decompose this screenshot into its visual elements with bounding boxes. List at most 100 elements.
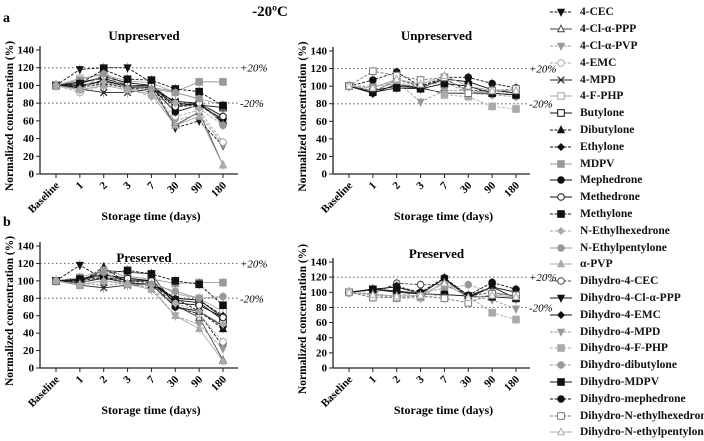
series-line <box>348 83 517 96</box>
data-point-shape <box>219 112 227 121</box>
legend-item: α-PVP <box>548 256 704 273</box>
data-point-shape <box>440 294 449 303</box>
legend-marker-shape <box>557 109 565 117</box>
legend-label: Dihydro-MDPV <box>580 375 660 388</box>
x-tick-label: 180 <box>209 373 230 394</box>
data-point <box>511 85 521 94</box>
y-tick-label: 120 <box>18 62 35 74</box>
y-tick-label: 40 <box>316 133 328 145</box>
triangle-up-open-marker-icon <box>550 427 572 436</box>
legend-item: Methylone <box>548 206 704 223</box>
data-point-shape <box>511 291 521 301</box>
data-point-shape <box>219 78 227 86</box>
data-point <box>99 275 108 285</box>
y-tick-label: 0 <box>29 363 35 375</box>
legend-label: Dihydro-4-MPD <box>580 325 661 338</box>
y-axis-label: Normalized concentration (%) <box>297 244 309 394</box>
data-point <box>218 320 228 329</box>
legend-item: 4-F-PHP <box>548 88 704 105</box>
x-tick-label: 7 <box>438 179 451 192</box>
data-point-shape <box>123 279 132 288</box>
data-point-shape <box>195 78 203 86</box>
x-tick-label: Baseline <box>26 374 62 410</box>
legend-marker-shape <box>556 259 566 268</box>
y-tick-label: 60 <box>23 310 35 322</box>
circle-filled-marker-icon <box>550 243 572 252</box>
series-line <box>348 278 517 299</box>
reference-label: -20% <box>240 98 264 110</box>
data-point <box>464 280 473 289</box>
series-line <box>348 75 516 91</box>
y-tick-label: 140 <box>311 46 328 58</box>
reference-label: -20% <box>529 99 553 111</box>
data-point <box>195 111 204 120</box>
legend-marker-shape <box>557 176 565 185</box>
x-tick-label: 1 <box>74 180 86 192</box>
data-point-shape <box>369 76 377 84</box>
reference-label: +20% <box>240 63 268 75</box>
legend-label: Ethylone <box>580 140 625 153</box>
data-point-shape <box>99 70 108 78</box>
data-point-shape <box>512 315 520 324</box>
y-axis-label: Normalized concentration (%) <box>4 236 16 386</box>
series-line <box>348 277 517 296</box>
circle-filled-marker-icon <box>550 394 572 403</box>
legend-label: 4-F-PHP <box>580 90 624 103</box>
series-α-PVP <box>51 80 228 171</box>
data-point <box>368 82 377 92</box>
data-point <box>147 270 156 278</box>
data-point <box>195 78 203 86</box>
data-point <box>218 356 228 365</box>
y-tick-label: 100 <box>18 275 35 287</box>
y-tick-label: 120 <box>311 63 328 75</box>
data-point <box>488 290 497 299</box>
x-tick-label: 2 <box>390 179 403 192</box>
legend-label: 4-Cl-α-PPP <box>580 23 637 36</box>
legend-marker-shape <box>556 142 566 151</box>
legend-item: Dihydro-4-CEC <box>548 273 704 290</box>
data-point-shape <box>195 307 204 316</box>
y-tick-label: 80 <box>23 293 35 305</box>
data-point-shape <box>75 84 84 94</box>
data-point-shape <box>218 320 228 329</box>
legend-marker-shape <box>557 210 565 218</box>
data-point <box>147 89 156 98</box>
legend-item: Mephedrone <box>548 172 704 189</box>
data-point-shape <box>147 284 156 293</box>
triangle-down-filled-marker-icon <box>550 9 572 18</box>
triangle-up-filled-marker-icon <box>550 259 572 268</box>
x-tick-label: Baseline <box>319 374 355 410</box>
legend-marker-shape <box>557 411 565 420</box>
triangle-down-filled-marker-icon <box>550 294 572 303</box>
y-tick-label: 60 <box>23 115 35 127</box>
legend-label: Methedrone <box>580 191 640 204</box>
data-point-shape <box>147 89 156 98</box>
legend-marker <box>557 344 565 353</box>
y-tick-label: 40 <box>23 328 35 340</box>
data-point <box>488 102 496 111</box>
data-point-shape <box>219 121 227 130</box>
data-point <box>171 310 180 320</box>
legend-marker <box>556 9 566 18</box>
square-filled-marker-icon <box>550 210 572 218</box>
data-point <box>123 266 132 275</box>
data-point <box>171 120 180 129</box>
legend-marker <box>557 411 565 420</box>
y-tick-label: 0 <box>322 169 328 181</box>
legend-marker <box>557 394 565 403</box>
legend-item: Dihydro-4-MPD <box>548 323 704 340</box>
data-point <box>392 282 401 291</box>
legend-label: MDPV <box>580 157 615 170</box>
legend-marker-shape <box>557 159 565 168</box>
data-point-shape <box>75 66 84 75</box>
data-point-shape <box>464 81 473 90</box>
legend-marker <box>557 109 565 117</box>
legend-marker <box>557 361 565 369</box>
legend-item: MDPV <box>548 155 704 172</box>
x-tick-label: 7 <box>438 373 451 386</box>
data-point <box>464 73 473 82</box>
series-line <box>55 277 224 327</box>
x-tick-label: Baseline <box>319 180 355 216</box>
data-point <box>440 70 449 79</box>
data-point-shape <box>464 280 473 289</box>
